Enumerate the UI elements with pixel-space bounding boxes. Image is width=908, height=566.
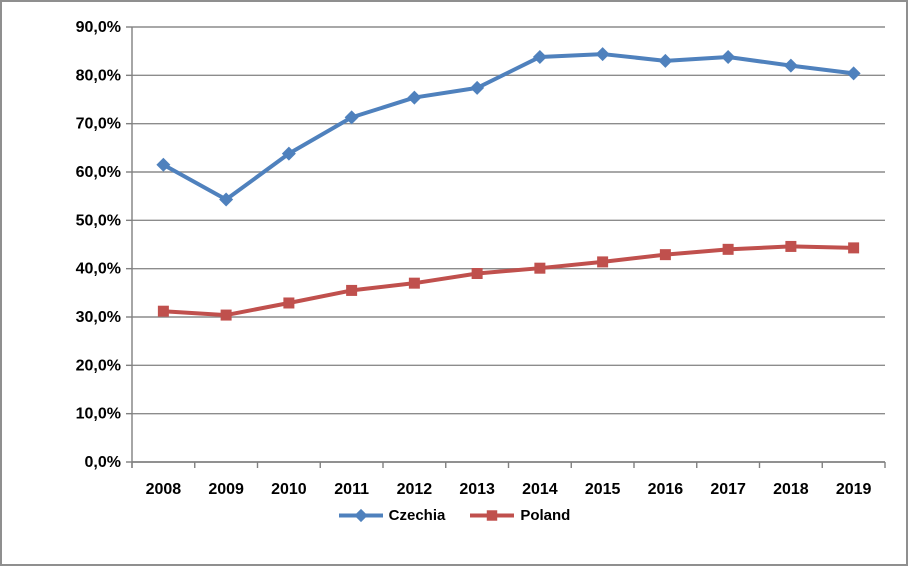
x-axis-label: 2011 bbox=[334, 481, 369, 498]
x-axis-label: 2017 bbox=[710, 481, 746, 498]
y-axis-label: 30,0% bbox=[76, 309, 121, 326]
x-axis-label: 2018 bbox=[773, 481, 809, 498]
x-axis-label: 2016 bbox=[648, 481, 684, 498]
czechia-series bbox=[156, 47, 861, 207]
legend-label-poland: Poland bbox=[520, 507, 571, 524]
x-axis-label: 2012 bbox=[397, 481, 433, 498]
x-axis-label: 2009 bbox=[208, 481, 244, 498]
diamond-marker bbox=[156, 157, 171, 172]
diamond-marker bbox=[353, 508, 368, 523]
square-marker bbox=[471, 268, 483, 279]
y-axis-label: 90,0% bbox=[76, 19, 121, 36]
y-axis-label: 40,0% bbox=[76, 261, 121, 278]
legend-item-poland: Poland bbox=[469, 508, 570, 523]
y-axis-label: 20,0% bbox=[76, 357, 121, 374]
square-marker bbox=[534, 262, 546, 274]
x-axis-label: 2008 bbox=[146, 481, 182, 498]
legend-label-czechia: Czechia bbox=[388, 507, 446, 524]
y-axis-label: 50,0% bbox=[76, 212, 121, 229]
diamond-marker bbox=[219, 192, 234, 207]
poland-line-square-icon bbox=[470, 510, 515, 521]
square-marker bbox=[597, 256, 609, 268]
square-marker bbox=[487, 510, 498, 521]
x-axis-label: 2019 bbox=[836, 481, 872, 498]
czechia-line bbox=[161, 52, 856, 202]
chart-legend: Czechia Poland bbox=[2, 508, 906, 523]
diamond-marker bbox=[532, 49, 547, 64]
diamond-marker bbox=[846, 66, 861, 81]
y-axis-label: 10,0% bbox=[76, 406, 121, 423]
poland-line bbox=[161, 244, 856, 318]
square-marker bbox=[157, 305, 169, 317]
diamond-marker bbox=[721, 49, 736, 64]
diamond-marker bbox=[658, 53, 673, 68]
square-marker bbox=[848, 242, 860, 254]
poland-series bbox=[157, 240, 860, 321]
square-marker bbox=[220, 309, 232, 321]
square-marker bbox=[283, 297, 295, 309]
diamond-marker bbox=[470, 80, 485, 95]
y-axis-label: 0,0% bbox=[85, 454, 121, 471]
square-marker bbox=[785, 240, 797, 252]
diamond-marker bbox=[783, 58, 798, 73]
czechia-line-diamond-icon bbox=[338, 508, 383, 523]
y-axis-label: 60,0% bbox=[76, 164, 121, 181]
y-axis-label: 70,0% bbox=[76, 116, 121, 133]
y-axis-label: 80,0% bbox=[76, 67, 121, 84]
x-axis-label: 2013 bbox=[459, 481, 495, 498]
diamond-marker bbox=[407, 90, 422, 105]
square-marker bbox=[722, 243, 734, 255]
square-marker bbox=[346, 284, 358, 296]
diamond-marker bbox=[344, 110, 359, 125]
square-marker bbox=[659, 249, 671, 261]
diamond-marker bbox=[595, 47, 610, 62]
diamond-marker bbox=[281, 146, 296, 161]
square-marker bbox=[408, 277, 420, 289]
x-axis-label: 2014 bbox=[522, 481, 558, 498]
x-axis-label: 2010 bbox=[271, 481, 307, 498]
x-axis-label: 2015 bbox=[585, 481, 621, 498]
legend-item-czechia: Czechia bbox=[338, 507, 446, 524]
